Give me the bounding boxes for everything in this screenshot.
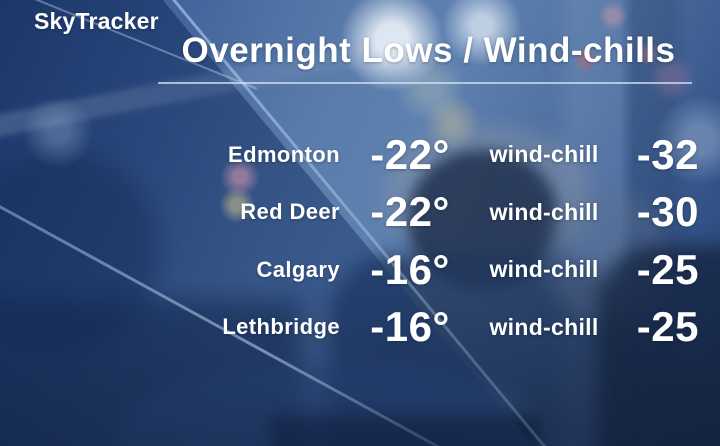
windchill-value: -30 — [636, 188, 699, 236]
table-row: Edmonton -22° wind-chill -32 — [158, 126, 699, 184]
low-temperature: -16° — [370, 245, 450, 293]
windchill-label: wind-chill — [489, 256, 599, 283]
windchill-value: -32 — [636, 130, 699, 178]
page-title: Overnight Lows / Wind-chills — [181, 31, 676, 70]
table-row: Red Deer -22° wind-chill -30 — [158, 184, 699, 242]
table-row: Lethbridge -16° wind-chill -25 — [158, 299, 699, 357]
city-label: Red Deer — [240, 199, 340, 225]
low-temperature: -22° — [370, 130, 450, 178]
low-temperature: -16° — [370, 303, 450, 351]
low-temperature: -22° — [370, 188, 450, 236]
windchill-label: wind-chill — [489, 141, 599, 168]
city-label: Lethbridge — [222, 314, 340, 340]
windchill-label: wind-chill — [489, 313, 599, 340]
table-row: Calgary -16° wind-chill -25 — [158, 241, 699, 299]
windchill-value: -25 — [636, 303, 699, 351]
windchill-value: -25 — [636, 245, 699, 293]
city-label: Edmonton — [228, 141, 340, 167]
windchill-label: wind-chill — [489, 198, 599, 225]
title-divider — [158, 82, 692, 84]
city-label: Calgary — [256, 256, 340, 282]
skytracker-logo: SkyTracker — [34, 8, 159, 34]
forecast-table: Edmonton -22° wind-chill -32 Red Deer -2… — [158, 126, 699, 356]
